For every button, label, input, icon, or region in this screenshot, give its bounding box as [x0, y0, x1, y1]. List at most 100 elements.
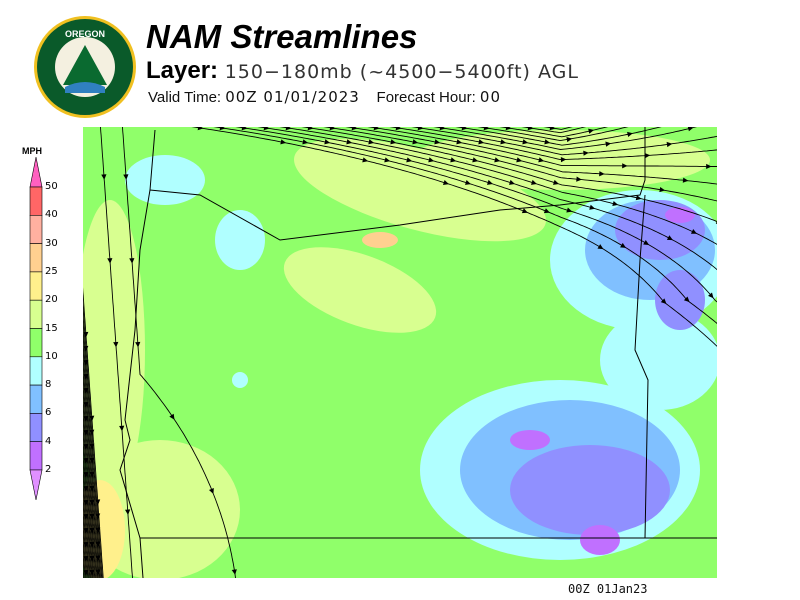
- streamline-arrow: [77, 542, 82, 548]
- svg-text:OREGON: OREGON: [65, 29, 105, 39]
- streamline-arrow: [516, 157, 523, 163]
- streamline: [301, 127, 717, 222]
- streamline-arrow: [549, 127, 556, 131]
- streamline: [628, 72, 731, 120]
- legend-arrow-bottom: [29, 469, 43, 501]
- streamline-arrow: [101, 174, 107, 180]
- streamline: [70, 460, 79, 592]
- streamline-arrow: [77, 290, 82, 296]
- streamline-arrow: [77, 304, 82, 310]
- streamline: [70, 418, 82, 592]
- legend-swatch: [29, 186, 43, 216]
- streamline: [606, 53, 732, 120]
- streamline: [70, 502, 76, 592]
- streamline: [672, 97, 731, 120]
- streamline-arrow: [682, 53, 688, 59]
- streamline-arrow: [609, 117, 615, 122]
- streamline-arrow: [346, 139, 353, 145]
- streamline-arrow: [71, 262, 76, 268]
- streamline-arrow: [77, 346, 82, 352]
- streamline: [70, 474, 78, 591]
- streamline-arrow: [588, 128, 594, 134]
- streamline-arrow: [634, 99, 640, 104]
- legend-swatch: [29, 215, 43, 244]
- legend-tick-label: 40: [45, 209, 58, 221]
- streamline-arrow: [666, 72, 672, 77]
- legend-tick-label: 4: [45, 435, 52, 447]
- streamline-arrow: [71, 444, 76, 450]
- streamline-arrow: [531, 179, 537, 185]
- streamline-arrow: [509, 179, 515, 185]
- streamline-arrow: [71, 458, 76, 464]
- streamline-arrow: [77, 430, 82, 436]
- streamline-arrow: [77, 486, 82, 492]
- valid-time-label: Valid Time:: [148, 89, 222, 106]
- streamline-arrow: [77, 374, 82, 380]
- streamline-arrow: [715, 220, 717, 224]
- streamline-arrow: [169, 413, 175, 420]
- streamline-arrow: [71, 402, 76, 408]
- streamline-arrow: [612, 99, 618, 104]
- streamline-arrow: [599, 171, 605, 177]
- streamline-arrow: [71, 206, 76, 212]
- streamline: [389, 127, 717, 161]
- streamline-arrow: [71, 388, 76, 394]
- streamline-arrow: [77, 458, 82, 464]
- streamline-arrow: [307, 127, 314, 131]
- streamline-arrow: [553, 179, 559, 185]
- legend-tick-label: 50: [45, 181, 58, 192]
- streamline: [83, 525, 87, 578]
- streamline-arrow: [708, 110, 714, 115]
- streamline: [70, 446, 80, 593]
- streamline-arrow: [605, 141, 612, 147]
- streamline-arrow: [428, 157, 435, 163]
- streamline-arrow: [566, 136, 573, 143]
- streamline-arrow: [678, 99, 684, 104]
- streamline-arrow: [656, 99, 662, 104]
- legend-tick-label: 10: [45, 350, 58, 362]
- streamline-arrow: [538, 157, 545, 163]
- legend-tick-label: 25: [45, 265, 58, 277]
- streamline-arrow: [505, 127, 512, 131]
- streamline-arrow: [77, 388, 82, 394]
- streamline-arrow: [648, 118, 654, 123]
- streamline-arrow: [668, 104, 674, 109]
- streamline-arrow: [71, 416, 76, 422]
- streamline: [83, 315, 102, 578]
- streamline: [83, 441, 93, 578]
- streamline-arrow: [71, 556, 76, 562]
- streamline: [83, 469, 91, 578]
- legend-tick-label: 20: [45, 294, 58, 306]
- streamline-arrow: [77, 360, 82, 366]
- legend-swatch: [29, 328, 43, 358]
- streamline-arrow: [666, 141, 673, 148]
- streamline: [70, 488, 77, 593]
- streamline: [83, 413, 95, 578]
- streamline-arrow: [231, 569, 237, 575]
- streamline-arrow: [390, 139, 397, 145]
- streamline-arrow: [280, 139, 287, 145]
- streamline-arrow: [71, 346, 76, 352]
- legend-tick-label: 2: [45, 464, 52, 475]
- streamline-arrow: [682, 177, 689, 183]
- streamline: [83, 301, 103, 578]
- streamline: [83, 427, 94, 578]
- streamline-arrow: [627, 131, 633, 137]
- streamline-arrow: [263, 127, 270, 131]
- streamline-arrow: [649, 91, 655, 96]
- streamline-arrow: [285, 127, 292, 131]
- streamline-arrow: [417, 127, 424, 131]
- streamline: [323, 127, 717, 202]
- legend-tick-label: 8: [45, 379, 52, 391]
- streamline: [83, 329, 101, 578]
- streamline-arrow: [521, 208, 528, 214]
- streamline: [70, 516, 75, 591]
- wind-speed-fill: [70, 53, 732, 593]
- streamlines: [70, 53, 732, 593]
- streamline-arrow: [703, 65, 709, 70]
- streamline: [279, 127, 717, 245]
- streamline-arrow: [456, 139, 463, 145]
- streamline-arrow: [478, 139, 485, 145]
- streamline-arrow: [368, 139, 375, 145]
- streamline-arrow: [71, 192, 76, 198]
